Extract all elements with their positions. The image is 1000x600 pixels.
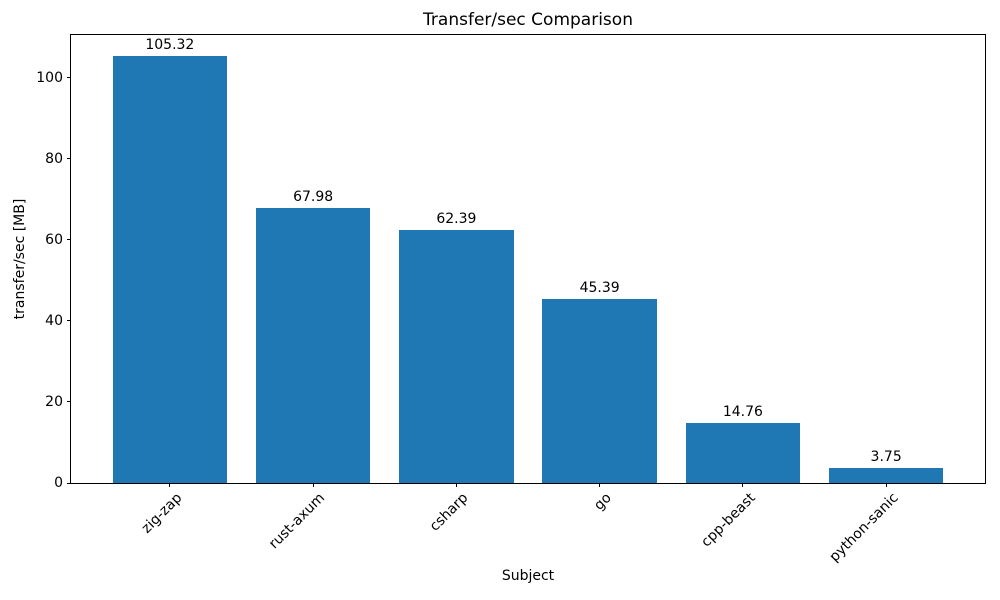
x-tick-label: zig-zap bbox=[138, 490, 186, 537]
bar-value-label: 105.32 bbox=[145, 37, 195, 54]
x-tick-mark bbox=[169, 483, 171, 487]
x-tick-label: rust-axum bbox=[266, 490, 329, 553]
y-tick-label: 100 bbox=[36, 69, 63, 86]
x-tick-mark bbox=[742, 483, 744, 487]
bar-value-label: 14.76 bbox=[722, 404, 763, 421]
bar bbox=[828, 467, 944, 483]
bar bbox=[542, 299, 657, 483]
x-tick-label: csharp bbox=[427, 490, 472, 535]
x-axis-label: Subject bbox=[501, 568, 555, 584]
y-tick-label: 40 bbox=[45, 312, 63, 329]
x-tick-mark bbox=[455, 483, 457, 487]
bar bbox=[255, 207, 371, 483]
x-tick-mark bbox=[885, 483, 887, 487]
y-axis-label: transfer/sec [MB] bbox=[12, 198, 28, 320]
plot-area: 105.32 zig-zap 67.98 rust-axum 62.39 csharp 45… bbox=[36, 34, 986, 565]
y-tick-mark bbox=[67, 239, 71, 241]
bar bbox=[399, 230, 514, 483]
bar bbox=[685, 423, 801, 483]
y-tick-mark bbox=[67, 320, 71, 322]
x-tick-label: go bbox=[591, 490, 615, 514]
y-tick-mark bbox=[67, 482, 71, 484]
chart-title: Transfer/sec Comparison bbox=[423, 10, 633, 30]
bar-value-label: 62.39 bbox=[436, 211, 477, 228]
bar bbox=[112, 56, 228, 483]
y-tick-label: 20 bbox=[45, 393, 63, 410]
y-tick-label: 60 bbox=[45, 231, 63, 248]
y-tick-mark bbox=[67, 77, 71, 79]
y-tick-mark bbox=[67, 158, 71, 160]
y-tick-mark bbox=[67, 401, 71, 403]
y-tick-label: 80 bbox=[45, 150, 63, 167]
bar-value-label: 45.39 bbox=[579, 280, 620, 297]
x-tick-mark bbox=[312, 483, 314, 487]
x-tick-mark bbox=[599, 483, 601, 487]
bar-value-label: 67.98 bbox=[293, 188, 334, 205]
x-tick-label: cpp-beast bbox=[697, 490, 759, 551]
y-tick-label: 0 bbox=[54, 475, 63, 491]
bar-value-label: 3.75 bbox=[870, 448, 902, 465]
x-tick-label: python-sanic bbox=[826, 490, 902, 566]
